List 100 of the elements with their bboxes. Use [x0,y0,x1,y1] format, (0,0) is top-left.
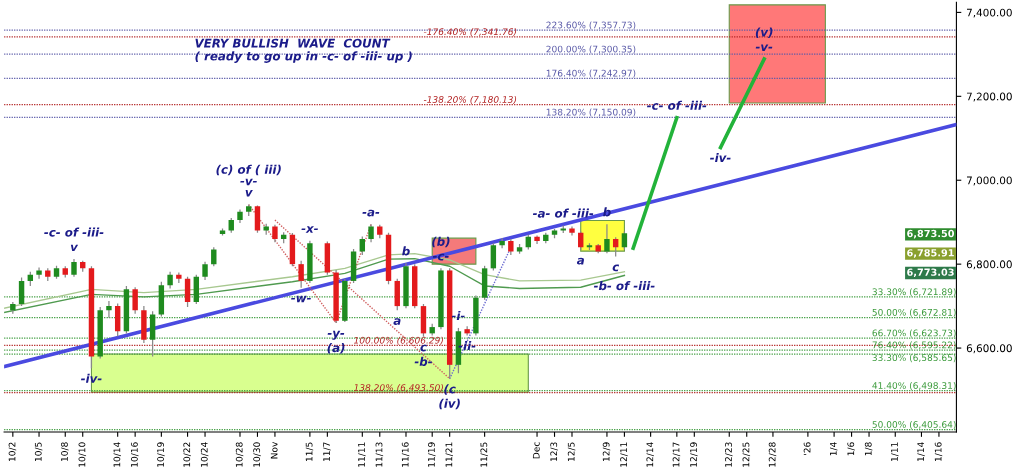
x-tick-label: 10/2 [8,442,17,461]
candlestick [604,223,610,254]
x-tick-label: 12/11 [620,442,628,467]
x-tick-label: 11/11 [358,442,366,467]
candlestick [490,242,497,272]
annotation: a [393,318,401,325]
annotation: (iv) [439,398,460,410]
x-tick-label: 10/22 [183,442,191,467]
x-tick-label: 1/14 [917,442,925,461]
annotation: -a- of -iii- [532,208,594,218]
x-tick-label: '26 [803,442,811,455]
annotation: -c- of -iii- [44,227,104,237]
annotation: -x- [301,226,318,233]
x-tick-label: 10/14 [113,442,121,467]
x-tick-label: 12/3 [550,442,558,461]
annotation: c [612,264,620,272]
annotation: 33.30% (6,721.89) [872,288,956,297]
annotation: 41.40% (6,498.31) [872,382,956,391]
annotation: -v- [755,44,773,51]
x-tick-label: 12/19 [690,442,698,467]
x-tick-label: 10/30 [253,442,261,467]
candlestick [202,261,208,281]
x-tick-label: 12/17 [672,442,681,467]
annotation: b [402,246,410,256]
x-tick-label: 12/28 [768,442,777,467]
y-tick-label: 7,400.00 [966,8,1012,18]
x-tick-label: 12/14 [646,442,654,467]
annotation: -a- [362,209,380,217]
x-tick-label: 12/23 [725,442,733,467]
candlestick [499,237,505,249]
annotation: 6,873.50 [907,229,955,239]
annotation: a [576,257,584,265]
candlestick [621,230,628,251]
x-tick-label: 10/16 [130,442,139,467]
annotation: -i- [451,310,465,320]
annotation: 6,785.91 [907,249,954,258]
x-tick-label: 11/19 [427,442,436,467]
x-tick-label: 10/19 [157,442,165,467]
candlestick [211,246,217,267]
annotation: 66.70% (6,623.73) [872,329,956,338]
annotation: v [70,244,79,252]
annotation: 33.30% (6,585.65) [872,354,956,363]
annotation: 6,773.03 [907,268,954,278]
candlestick [359,235,366,256]
x-tick-label: 1/6 [847,442,855,456]
x-tick-label: 11/7 [323,442,331,461]
annotation: -iv- [80,373,102,383]
x-tick-label: 11/5 [305,442,314,461]
annotation: (b) [432,236,450,248]
annotation: 76.40% (6,595.22) [872,341,956,350]
annotation: -b- of -iii- [593,281,655,291]
x-tick-label: 12/5 [567,442,576,461]
annotation: (v) [755,27,773,38]
text: ( ready to go up in -c- of -iii- up ) [195,51,412,63]
x-tick-label: Dec [532,442,540,459]
annotation: -y- [327,330,345,340]
x-tick-label: 11/16 [401,442,410,467]
annotation: -c- of -iii- [647,100,707,110]
candlestick [368,223,374,243]
x-tick-label: 1/8 [864,442,873,456]
annotation: c [420,344,427,352]
x-tick-label: 12/9 [602,442,611,461]
annotation: (c) of ( iii) -v- v [216,164,281,197]
candlestick [298,260,304,289]
x-tick-label: 10/28 [235,442,244,467]
annotation: -138.20% (7,180.13) [423,95,517,104]
x-tick-label: 10/5 [34,442,43,461]
y-tick-label: 6,800.00 [966,260,1012,270]
x-tick-label: 10/8 [61,442,69,461]
x-tick-label: 10/24 [200,442,209,467]
y-tick-label: 7,200.00 [966,92,1012,102]
annotation: 50.00% (6,405.64) [872,420,956,429]
annotation: 100.00% (6,606.29) [354,336,443,345]
annotation: 176.40% (7,242.97) [546,69,636,78]
x-tick-label: 12/25 [742,442,751,467]
x-tick-label: 11/13 [375,442,384,467]
x-tick-label: Nov [270,441,278,459]
annotation: -iv- [710,153,731,163]
text: VERY BULLISH WAVE COUNT [195,38,391,48]
y-tick-label: 7,000.00 [966,176,1012,186]
annotation: -b- [414,356,432,367]
x-tick-label: 1/16 [934,442,943,461]
annotation: 138.20% (7,150.09) [546,108,636,117]
candlestick [132,286,138,315]
y-tick-label: 6,600.00 [966,344,1012,354]
annotation: 138.20% (6,493.50) [354,384,443,393]
x-tick-label: 10/10 [78,442,87,467]
annotation: -w- [291,295,311,303]
x-tick-label: 1/4 [830,442,838,456]
x-tick-label: 11/25 [480,442,488,467]
candlestick [184,276,191,308]
annotation: (a) [327,343,345,354]
annotation: -176.40% (7,341.76) [423,28,517,37]
x-tick-label: 1/11 [891,442,899,461]
annotation: 223.60% (7,357.73) [546,21,636,30]
candlestick [106,300,112,319]
candlestick [18,276,25,307]
annotation: 200.00% (7,300.35) [546,45,636,54]
x-tick-label: 11/21 [445,442,454,467]
annotation: 50.00% (6,672.81) [872,308,956,317]
